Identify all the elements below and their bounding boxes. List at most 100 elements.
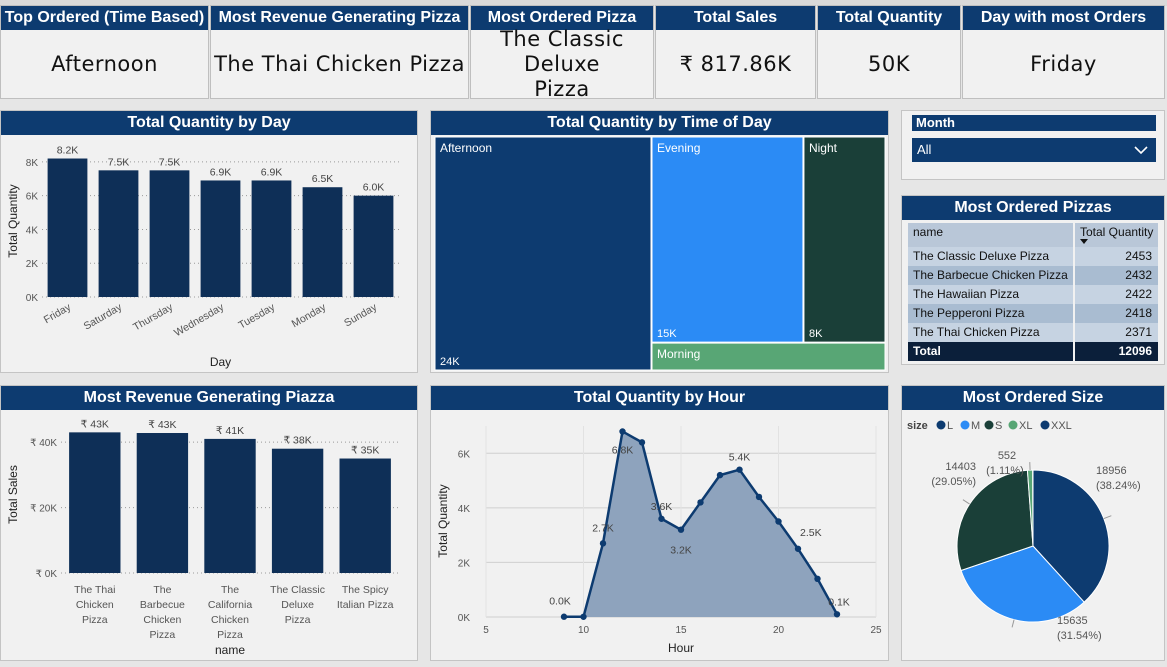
table-row: The Thai Chicken Pizza 2371	[908, 323, 1158, 342]
month-slicer: Month All	[901, 110, 1165, 180]
chart-title: Most Revenue Generating Piazza	[1, 386, 417, 410]
legend-item: XXL	[1051, 420, 1072, 432]
kpi-card-most-ordered-pizza: Most Ordered Pizza The Classic Deluxe Pi…	[470, 5, 654, 101]
panel-qty-by-day: Total Quantity by Day 0K 2K 4K 6K 8K 8.2K Frid…	[0, 110, 418, 373]
x-tick-label: 10	[578, 625, 590, 636]
x-tick-label: Chicken	[76, 599, 114, 611]
kpi-card-total-quantity: Total Quantity 50K	[817, 5, 961, 99]
table-row: The Hawaiian Pizza 2422	[908, 285, 1158, 304]
data-point	[638, 439, 646, 446]
x-tick-label: Pizza	[217, 629, 243, 641]
treemap-tile-value: 8K	[809, 328, 823, 340]
table-cell-quantity: 2432	[1125, 268, 1152, 282]
month-dropdown-value: All	[917, 142, 932, 157]
leader-line	[1103, 515, 1112, 520]
kpi-value: Afternoon	[51, 51, 158, 76]
y-tick-label: 8K	[26, 158, 39, 169]
table-title: Most Ordered Pizzas	[902, 196, 1164, 220]
y-tick-label: 4K	[458, 504, 471, 515]
data-label: 7.5K	[108, 156, 130, 168]
bar	[204, 438, 256, 573]
bar	[271, 448, 324, 573]
data-label: 6.9K	[261, 166, 283, 178]
chart-revenue-by-pizza: ₹ 0K ₹ 20K ₹ 40K ₹ 43K The Thai Chicken Pizza ₹…	[6, 418, 399, 657]
x-axis-title: Day	[210, 355, 231, 369]
x-tick-label: Monday	[290, 301, 329, 330]
month-dropdown[interactable]: All	[912, 138, 1156, 162]
slice-percent-label: (31.54%)	[1057, 630, 1102, 642]
treemap-tile-label: Morning	[657, 347, 700, 361]
table-cell-quantity: 2371	[1125, 325, 1152, 339]
kpi-card-top-ordered-time: Top Ordered (Time Based) Afternoon	[0, 5, 209, 99]
data-label: 6.8K	[612, 444, 634, 456]
data-label: 3.6K	[651, 501, 673, 513]
chart-qty-by-day: 0K 2K 4K 6K 8K 8.2K Friday 7.5K Saturday 7.5K Thur…	[6, 145, 399, 369]
chart-title: Total Quantity by Hour	[431, 386, 888, 410]
chart-size-pie: size L M S XL XXL 18956 (38.24%) 15635 (31.54%) 14…	[907, 420, 1141, 642]
y-tick-label: ₹ 40K	[30, 438, 57, 449]
data-label: ₹ 35K	[351, 445, 379, 457]
x-tick-label: Italian Pizza	[337, 599, 394, 611]
leader-line	[1011, 619, 1015, 628]
slice-value-label: 14403	[945, 461, 976, 473]
x-tick-label: Barbecue	[140, 599, 185, 611]
y-axis-title: Total Sales	[6, 465, 20, 524]
y-tick-label: 6K	[26, 192, 39, 203]
legend-marker	[936, 420, 946, 430]
x-tick-label: 25	[870, 625, 882, 636]
bar	[69, 432, 121, 573]
data-label: 0.1K	[828, 596, 850, 608]
pie-slice	[956, 469, 1034, 572]
y-tick-label: 0K	[26, 293, 39, 304]
data-label: 6.5K	[312, 173, 334, 185]
treemap-tile-label: Afternoon	[440, 141, 492, 155]
data-point	[716, 471, 724, 479]
data-point	[833, 611, 841, 618]
data-label: ₹ 43K	[148, 419, 176, 431]
panel-most-ordered-pizzas: Most Ordered Pizzas name Total Quantity …	[901, 195, 1165, 365]
table-header-quantity[interactable]: Total Quantity	[1080, 225, 1154, 239]
panel-revenue-by-pizza: Most Revenue Generating Piazza ₹ 0K ₹ 20K…	[0, 385, 418, 661]
data-point	[775, 518, 782, 525]
legend-item: M	[971, 420, 980, 432]
y-tick-label: 0K	[458, 613, 471, 624]
table-cell-name: The Classic Deluxe Pizza	[913, 249, 1050, 263]
data-point	[619, 428, 626, 435]
treemap-tile	[803, 136, 886, 343]
bar	[251, 180, 292, 297]
slice-percent-label: (1.11%)	[986, 465, 1024, 477]
table-cell-quantity: 2422	[1125, 287, 1152, 301]
slice-value-label: 18956	[1096, 465, 1127, 477]
data-point	[755, 493, 763, 501]
table-row: The Pepperoni Pizza 2418	[908, 304, 1158, 323]
treemap-tile	[651, 342, 886, 371]
bar	[302, 187, 343, 297]
data-label: 0.0K	[549, 596, 571, 608]
top-strip	[0, 0, 1167, 6]
bar	[98, 170, 139, 297]
chart-title: Total Quantity by Time of Day	[431, 111, 888, 135]
legend-title: size	[907, 420, 928, 432]
table-row: The Barbecue Chicken Pizza 2432	[908, 266, 1158, 285]
chart-title: Most Ordered Size	[902, 386, 1164, 410]
bar	[47, 158, 88, 297]
slice-value-label: 15635	[1057, 615, 1088, 627]
x-tick-label: Deluxe	[281, 599, 314, 611]
panel-most-ordered-size: Most Ordered Size size L M S XL XXL 18956 (38.2…	[901, 385, 1165, 661]
kpi-title: Most Ordered Pizza	[471, 6, 653, 30]
table-cell-name: The Pepperoni Pizza	[913, 306, 1025, 320]
data-label: 6.0K	[363, 182, 385, 194]
table-total-row: Total 12096	[908, 342, 1158, 361]
data-label: 8.2K	[57, 145, 79, 157]
table-header-name[interactable]: name	[913, 225, 944, 239]
data-label: 2.5K	[800, 527, 822, 539]
x-tick-label: Chicken	[143, 614, 181, 626]
legend-item: S	[995, 420, 1002, 432]
table-cell-name: The Barbecue Chicken Pizza	[913, 268, 1068, 282]
y-tick-label: ₹ 20K	[30, 504, 57, 515]
treemap-tile-label: Evening	[657, 141, 700, 155]
table-cell-name: The Thai Chicken Pizza	[913, 325, 1040, 339]
slice-percent-label: (29.05%)	[931, 476, 976, 488]
table-cell-quantity: 2418	[1125, 306, 1152, 320]
kpi-title: Most Revenue Generating Pizza	[211, 6, 468, 30]
